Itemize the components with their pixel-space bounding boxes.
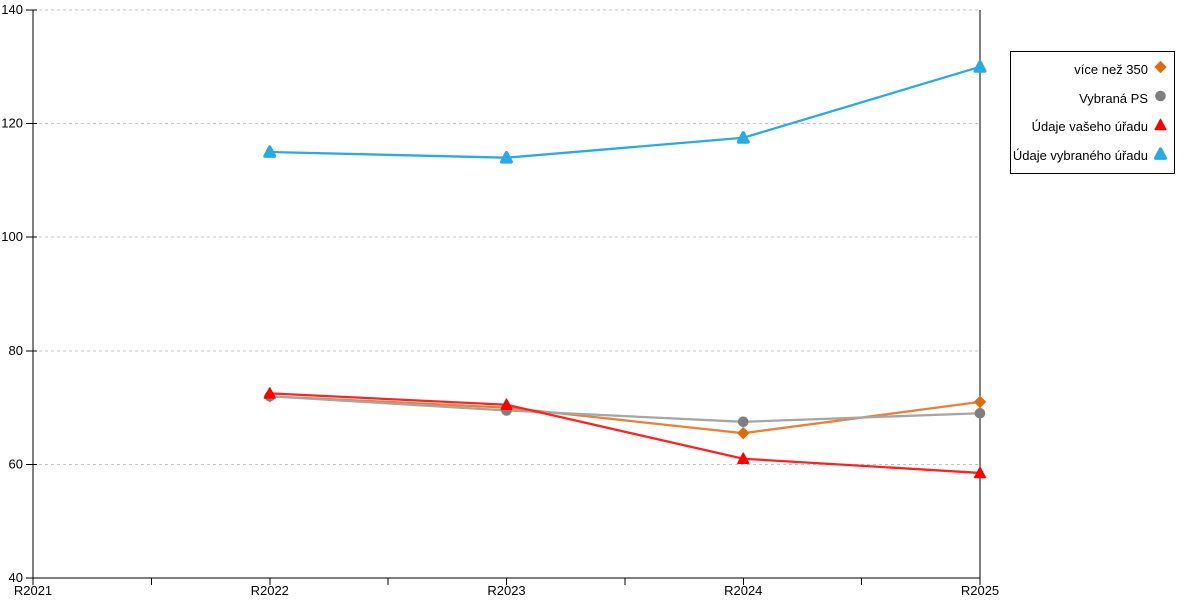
diamond-icon [1153,59,1168,79]
legend-item: více než 350 [1015,59,1168,79]
circle-icon [1153,88,1168,108]
svg-text:R2022: R2022 [251,583,289,598]
legend-item-label: více než 350 [1074,61,1148,77]
svg-text:R2025: R2025 [961,583,999,598]
svg-text:R2021: R2021 [14,583,52,598]
svg-text:R2024: R2024 [724,583,762,598]
legend-item: Vybraná PS [1015,88,1168,108]
svg-text:60: 60 [9,456,23,471]
legend-item-label: Vybraná PS [1079,90,1148,106]
svg-text:100: 100 [1,229,23,244]
legend-item-label: Údaje vašeho úřadu [1031,119,1148,135]
svg-text:40: 40 [9,570,23,585]
svg-text:120: 120 [1,116,23,131]
triangle-rounded-icon [1153,146,1168,166]
legend-box: více než 350 Vybraná PS Údaje vašeho úřadu… [1010,51,1175,174]
svg-text:140: 140 [1,2,23,17]
triangle-icon [1153,117,1168,137]
svg-text:R2023: R2023 [487,583,525,598]
legend-item-label: Údaje vybraného úřadu [1012,148,1148,164]
svg-text:80: 80 [9,343,23,358]
legend-item: Údaje vašeho úřadu [1015,117,1168,137]
legend-item: Údaje vybraného úřadu [1012,146,1168,166]
